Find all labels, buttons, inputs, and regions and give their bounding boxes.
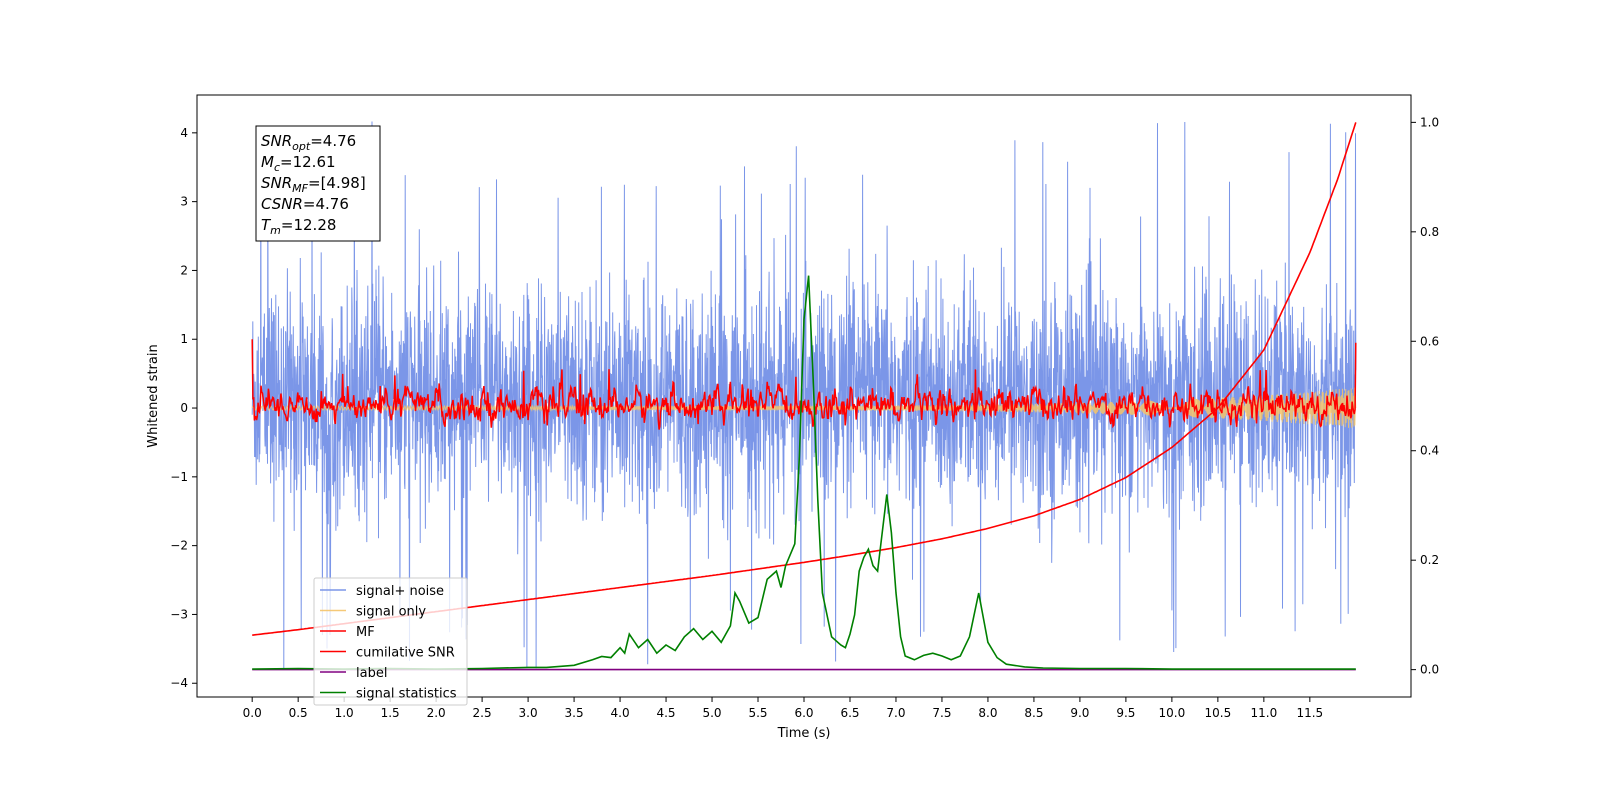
legend-entry: signal+ noise (356, 584, 444, 599)
y2-tick-label: 0.4 (1420, 444, 1439, 458)
x-tick-label: 11.0 (1250, 706, 1277, 720)
series-signal-noise-line (251, 121, 1357, 669)
annotation-value: =12.61 (280, 153, 336, 171)
y-tick-label: 4 (180, 126, 188, 140)
x-tick-label: 5.5 (748, 706, 767, 720)
x-tick-label: 3.0 (519, 706, 538, 720)
y-tick-label: 2 (180, 263, 188, 277)
series-signal-statistics-line (252, 275, 1356, 670)
annotation-line: SNRMF=[4.98] (261, 174, 366, 195)
x-tick-label: 9.0 (1070, 706, 1089, 720)
y2-tick-label: 0.0 (1420, 663, 1439, 677)
x-tick-label: 0.5 (289, 706, 308, 720)
annotation-subscript: m (270, 224, 281, 237)
y-tick-label: 0 (180, 401, 188, 415)
y-axis-label: Whitened strain (146, 344, 161, 447)
legend-entry: cumilative SNR (356, 646, 455, 661)
annotation-subscript: c (274, 161, 280, 174)
stats-annotation-box: SNRopt=4.76Mc=12.61SNRMF=[4.98]CSNR=4.76… (255, 125, 381, 242)
x-tick-label: 8.5 (1024, 706, 1043, 720)
annotation-symbol: M (261, 153, 274, 171)
legend-box (313, 577, 468, 706)
y2-tick-label: 0.6 (1420, 334, 1439, 348)
x-tick-label: 6.0 (794, 706, 813, 720)
x-tick-label: 9.5 (1116, 706, 1135, 720)
x-tick-label: 7.5 (932, 706, 951, 720)
x-tick-label: 5.0 (702, 706, 721, 720)
annotation-subscript: MF (292, 182, 308, 195)
y-tick-label: −4 (170, 676, 188, 690)
annotation-line: Tm=12.28 (261, 216, 336, 237)
y-axis-left: 4 3 2 1 0 −1 −2 −3 −4 (170, 126, 197, 690)
x-tick-label: 10.5 (1205, 706, 1232, 720)
series-signal-only-line (251, 387, 1357, 428)
x-tick-label: 4.0 (611, 706, 630, 720)
y2-tick-label: 1.0 (1420, 115, 1439, 129)
x-tick-label: 1.5 (381, 706, 400, 720)
annotation-symbol: SNR (261, 132, 292, 150)
x-tick-label: 2.5 (473, 706, 492, 720)
annotation-symbol: T (261, 216, 272, 234)
legend-entry: label (356, 666, 387, 681)
annotation-line: Mc=12.61 (261, 153, 336, 174)
annotation-value: =4.76 (310, 132, 356, 150)
x-tick-label: 0.0 (243, 706, 262, 720)
y2-tick-label: 0.2 (1420, 553, 1439, 567)
annotation-value: =4.76 (303, 195, 349, 213)
annotation-line: CSNR=4.76 (261, 195, 349, 213)
legend: signal+ noise signal only MF cumilative SNR… (313, 577, 468, 706)
y-tick-label: −1 (170, 470, 188, 484)
legend-entry: signal only (356, 605, 426, 620)
annotation-symbol: CSNR (261, 195, 303, 213)
y2-tick-label: 0.8 (1420, 225, 1439, 239)
legend-entry: signal statistics (356, 687, 457, 702)
x-tick-label: 8.0 (978, 706, 997, 720)
x-axis: 0.0 0.5 1.0 1.5 2.0 2.5 3.0 3.5 4.0 4.5 5.0 5.5 6.0 6… (243, 697, 1323, 720)
x-tick-label: 7.0 (886, 706, 905, 720)
x-tick-label: 1.0 (335, 706, 354, 720)
x-tick-label: 6.5 (840, 706, 859, 720)
annotation-line: SNRopt=4.76 (261, 132, 356, 153)
annotation-subscript: opt (292, 140, 311, 153)
y-tick-label: 3 (180, 195, 188, 209)
y-tick-label: −2 (170, 539, 188, 553)
annotation-value: =[4.98] (308, 174, 366, 192)
annotation-box (255, 125, 381, 242)
y-tick-label: 1 (180, 332, 188, 346)
x-tick-label: 2.0 (427, 706, 446, 720)
x-tick-label: 11.5 (1296, 706, 1323, 720)
y-axis-right: 1.0 0.8 0.6 0.4 0.2 0.0 (1411, 115, 1439, 677)
x-tick-label: 3.5 (565, 706, 584, 720)
annotation-symbol: SNR (261, 174, 292, 192)
legend-entry: MF (356, 625, 375, 640)
annotation-value: =12.28 (281, 216, 337, 234)
series-mf-line (251, 339, 1357, 430)
y-tick-label: −3 (170, 607, 188, 621)
x-axis-label: Time (s) (777, 726, 831, 741)
x-tick-label: 4.5 (656, 706, 675, 720)
x-tick-label: 10.0 (1159, 706, 1186, 720)
